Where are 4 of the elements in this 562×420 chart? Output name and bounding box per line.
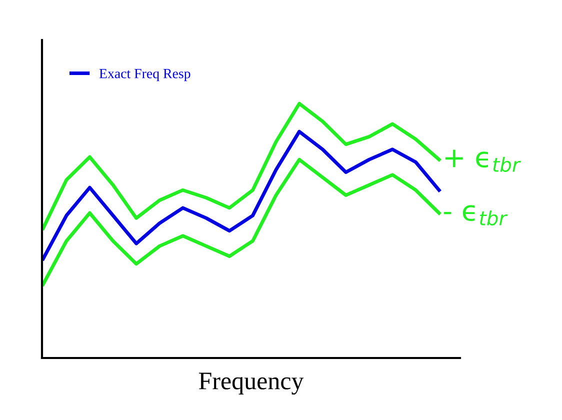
x-axis-title: Frequency: [198, 372, 304, 395]
series-label: + ϵ$_{tbr}$: [445, 150, 521, 172]
series-label: - ϵ$_{tbr}$: [444, 205, 508, 226]
legend-label: Exact Freq Resp: [99, 69, 190, 82]
